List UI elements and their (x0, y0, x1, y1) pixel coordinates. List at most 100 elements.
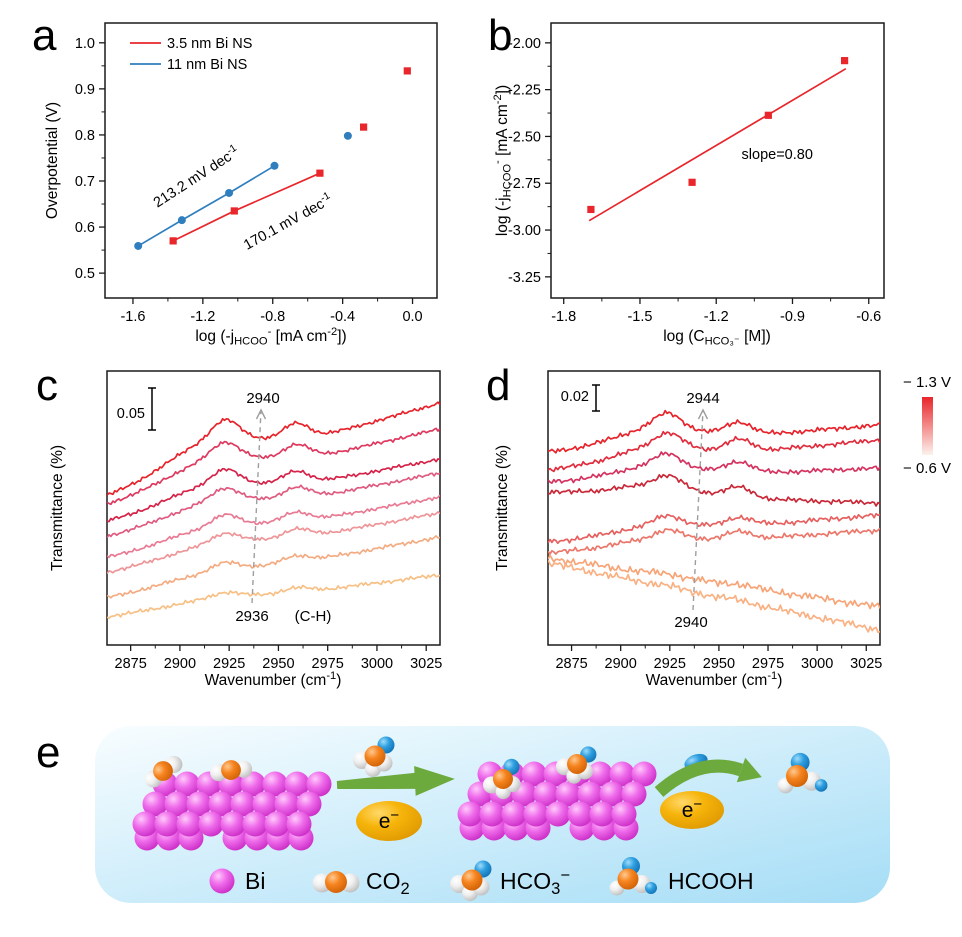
y-tick-label: 0.8 (75, 128, 95, 144)
arrowhead (697, 408, 709, 420)
x-tick-label: -1.5 (627, 309, 652, 325)
y-tick-label: 0.7 (75, 174, 95, 190)
x-tick-label: -0.8 (260, 309, 285, 325)
y-tick-label: -2.50 (508, 129, 541, 145)
spectra-curve-2 (107, 458, 440, 523)
atom-sphere (785, 764, 809, 788)
atom-sphere (364, 745, 386, 767)
panel-letter-b: b (488, 11, 513, 60)
x-tick-label: 3025 (410, 656, 442, 672)
bi-sheet-sphere (242, 811, 268, 837)
spectra-curve-6 (107, 535, 440, 599)
electron-badge (660, 791, 724, 829)
peak-label: 2940 (246, 390, 279, 407)
plot-frame (104, 22, 438, 299)
data-point-square (587, 205, 595, 214)
panel-e-mechanism-schematic: e− e− Bi CO2 HCO3− HCOOH (95, 726, 890, 903)
x-tick-label: 2900 (605, 656, 637, 672)
x-tick-label: -0.6 (856, 309, 881, 325)
bi-sheet-sphere (252, 791, 278, 817)
atom-sphere (645, 882, 657, 894)
bi-sheet-sphere (174, 771, 200, 797)
legend-hco3-molecule (450, 860, 492, 901)
atom-sphere (153, 761, 173, 781)
electron-label: e− (682, 796, 703, 822)
spectra-curve-3 (548, 473, 880, 507)
panel-letter-a: a (32, 11, 57, 60)
colorbar-label: − 1.3 V (903, 374, 951, 391)
reaction-arrow-2 (654, 759, 744, 797)
plot-frame (550, 22, 885, 299)
atom-sphere (325, 871, 347, 893)
bi-sheet-sphere (262, 771, 288, 797)
slope-annotation: slope=0.80 (742, 147, 813, 163)
spectra-curve-1 (107, 427, 440, 506)
co2-molecule (210, 760, 253, 782)
series-line-1 (137, 165, 275, 247)
reaction-arrow-2-head (736, 757, 762, 783)
x-tick-label: -1.2 (704, 309, 729, 325)
spectra-curve-7 (107, 573, 440, 620)
data-point-square (169, 237, 177, 245)
atom-sphere (461, 869, 483, 891)
x-tick-label: -1.8 (551, 309, 576, 325)
bi-sheet-sphere (220, 811, 246, 837)
x-tick-label: 2950 (262, 656, 294, 672)
legend-bi-label: Bi (245, 868, 265, 894)
atom-sphere (617, 868, 639, 890)
legend-bi-molecule (209, 868, 235, 894)
hco3-molecule (555, 746, 597, 784)
bi-sheet-sphere (284, 771, 310, 797)
y-tick-label: -3.00 (508, 223, 541, 239)
y-axis-title: log (-jHCOO- [mA cm-2]) (492, 85, 513, 236)
bi-sheet-sphere (609, 761, 635, 787)
y-tick-label: -2.75 (508, 176, 541, 192)
potential-colorbar (922, 397, 933, 455)
spectra-curve-5 (107, 511, 440, 575)
atom-sphere (567, 754, 587, 774)
bi-sheet-sphere (577, 781, 603, 807)
electron-label: e− (379, 807, 400, 833)
x-tick-label: 3025 (850, 656, 882, 672)
spectra-curve-0 (548, 409, 880, 454)
data-point-square (230, 207, 238, 215)
x-axis-title: log (-jHCOO- [mA cm-2]) (195, 326, 346, 347)
panel-d-ftir-chart: 2875 2900 2925 2950 2975 3000 3025 Wavenumber (… (494, 370, 951, 689)
panel-a-tafel-chart: -1.6 -1.2 -0.8 -0.4 0.0 0.5 0.6 0.7 0.8 0.9 1.0 log… (44, 22, 438, 347)
peak-label: (C-H) (295, 608, 332, 625)
data-point-circle (270, 161, 279, 170)
hco3-molecule (482, 758, 521, 800)
legend-hco3-label: HCO3− (500, 865, 570, 898)
bi-sheet-sphere (306, 771, 332, 797)
legend-label: 11 nm Bi NS (167, 57, 247, 73)
x-axis-title: Wavenumber (cm-1) (646, 670, 783, 689)
hcooh-molecule (777, 752, 828, 794)
atom-sphere (209, 868, 235, 894)
y-tick-label: -2.00 (508, 36, 541, 52)
bi-sheet-sphere (555, 781, 581, 807)
data-point-square (316, 169, 324, 177)
x-tick-label: -0.9 (780, 309, 805, 325)
scale-bar-label: 0.05 (117, 406, 145, 422)
data-point-square (403, 67, 411, 75)
y-tick-label: -3.25 (508, 270, 541, 286)
data-point-circle (343, 131, 352, 140)
bi-sheet-sphere (479, 801, 505, 827)
spectra-curve-3 (107, 472, 440, 539)
spectra-curve-4 (548, 512, 880, 545)
bi-sheet-sphere (587, 761, 613, 787)
atom-sphere (221, 760, 241, 780)
bi-sheet-sphere (567, 801, 593, 827)
atom-sphere (493, 769, 513, 789)
spectra-curve-0 (107, 401, 440, 496)
legend-label: 3.5 nm Bi NS (167, 36, 252, 52)
bi-sheet-sphere (230, 791, 256, 817)
reaction-arrow-1 (336, 765, 455, 796)
x-tick-label: 2975 (752, 656, 784, 672)
plot-frame (547, 370, 881, 646)
spectra-curve-2 (548, 451, 880, 484)
x-tick-label: 2875 (115, 656, 147, 672)
peak-label: 2940 (674, 614, 707, 631)
x-tick-label: 2925 (654, 656, 686, 672)
